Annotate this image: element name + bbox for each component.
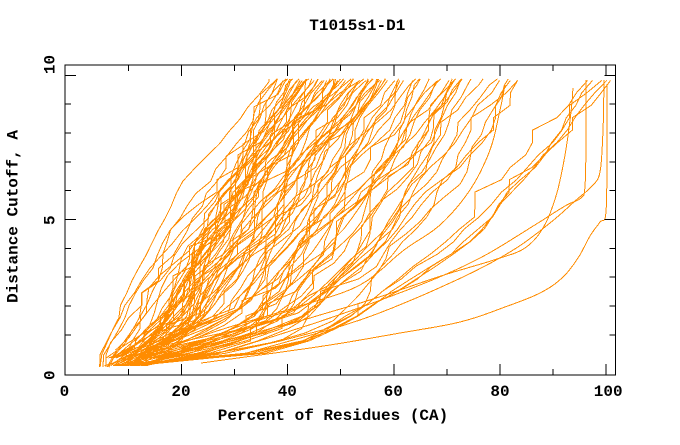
svg-text:Percent of Residues (CA): Percent of Residues (CA)	[218, 407, 448, 425]
svg-text:Distance Cutoff, A: Distance Cutoff, A	[5, 130, 23, 303]
svg-text:5: 5	[42, 215, 60, 225]
svg-text:80: 80	[490, 383, 509, 401]
svg-text:40: 40	[278, 383, 297, 401]
svg-text:10: 10	[42, 55, 60, 74]
svg-text:100: 100	[594, 383, 623, 401]
svg-text:0: 0	[60, 383, 70, 401]
svg-text:20: 20	[171, 383, 190, 401]
svg-text:T1015s1-D1: T1015s1-D1	[309, 17, 405, 35]
svg-text:0: 0	[42, 370, 60, 380]
svg-text:60: 60	[384, 383, 403, 401]
